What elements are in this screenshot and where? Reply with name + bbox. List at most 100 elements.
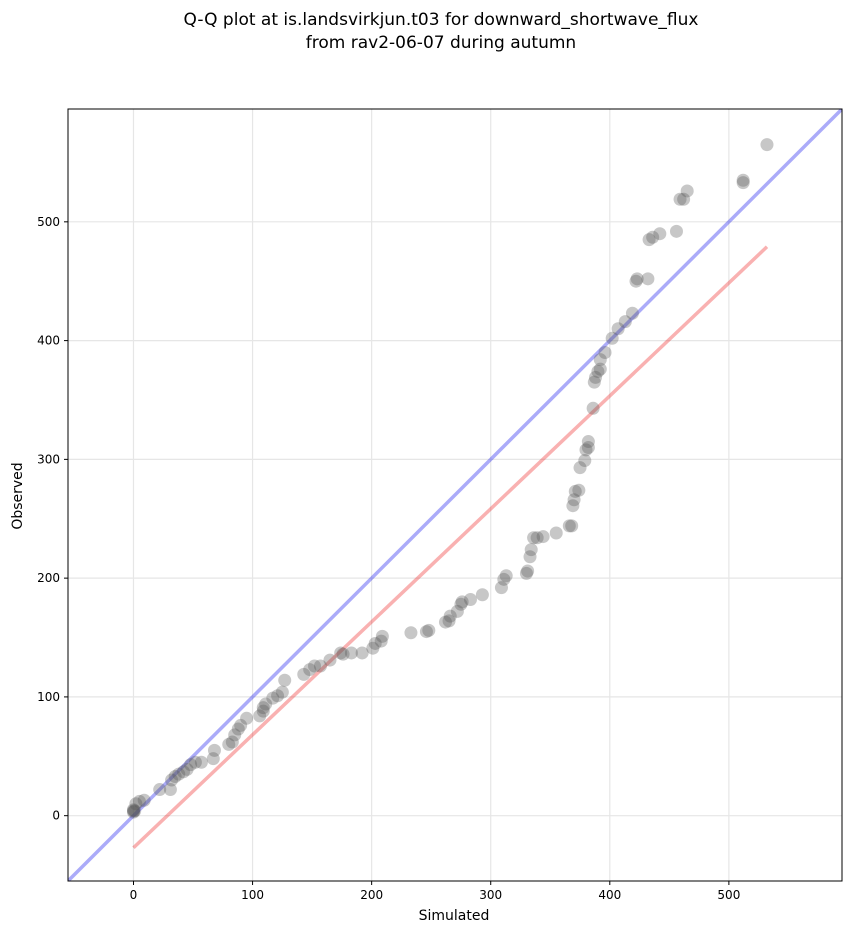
data-point	[591, 364, 605, 378]
data-point	[442, 614, 456, 628]
data-point	[222, 737, 236, 751]
data-point	[536, 530, 550, 544]
data-point	[275, 685, 289, 699]
data-point	[128, 804, 142, 818]
data-point	[736, 176, 750, 190]
data-point	[228, 728, 242, 742]
plot-area-frame	[67, 108, 843, 882]
data-point	[527, 531, 541, 545]
data-point	[524, 543, 538, 557]
chart-title-line-2: from rav2-06-07 during autumn	[306, 33, 576, 53]
data-point	[593, 353, 607, 367]
data-point	[630, 272, 644, 286]
identity-reference-line	[68, 109, 842, 881]
data-point	[419, 625, 433, 639]
data-point	[549, 526, 563, 540]
data-point	[180, 762, 194, 776]
y-tick-label: 200	[37, 571, 60, 585]
x-tick-label: 0	[130, 888, 138, 902]
data-point	[188, 755, 202, 769]
data-point	[523, 550, 537, 564]
grid-lines	[68, 109, 842, 881]
data-point	[463, 593, 477, 607]
data-point	[259, 697, 273, 711]
y-tick-label: 500	[37, 215, 60, 229]
data-point	[334, 646, 348, 660]
data-point	[129, 797, 143, 811]
data-point	[344, 646, 358, 660]
data-point	[598, 345, 612, 359]
data-point	[168, 769, 182, 783]
data-point	[677, 192, 691, 206]
data-point	[313, 659, 327, 673]
data-point	[153, 783, 167, 797]
x-axis-label: Simulated	[419, 908, 490, 924]
data-point	[646, 230, 660, 244]
data-point	[568, 484, 582, 498]
data-point	[736, 173, 750, 187]
y-axis-ticks: 0 100 200 300 400 500	[37, 215, 68, 823]
data-point	[562, 519, 576, 533]
data-point	[573, 461, 587, 475]
data-point	[494, 581, 508, 595]
data-point	[366, 641, 380, 655]
data-point	[303, 663, 317, 677]
y-tick-label: 400	[37, 334, 60, 348]
data-point	[530, 531, 544, 545]
data-point	[497, 572, 511, 586]
data-point	[355, 646, 369, 660]
data-point	[206, 752, 220, 766]
data-points	[126, 138, 774, 819]
x-tick-label: 500	[717, 888, 740, 902]
data-point	[581, 440, 595, 454]
data-point	[256, 701, 270, 715]
x-axis-ticks: 0 100 200 300 400 500	[130, 881, 740, 902]
x-tick-label: 100	[241, 888, 264, 902]
y-tick-label: 100	[37, 690, 60, 704]
data-point	[137, 793, 151, 807]
data-point	[611, 322, 625, 336]
y-tick-label: 0	[52, 809, 60, 823]
data-point	[680, 184, 694, 198]
data-point	[579, 443, 593, 457]
data-point	[422, 623, 436, 637]
data-point	[278, 673, 292, 687]
data-point	[307, 659, 321, 673]
data-point	[336, 647, 350, 661]
data-point	[256, 704, 270, 718]
data-point	[184, 758, 198, 772]
data-point	[266, 691, 280, 705]
x-tick-label: 300	[479, 888, 502, 902]
data-point	[126, 803, 140, 817]
data-point	[374, 634, 388, 648]
data-point	[581, 435, 595, 449]
data-point	[760, 138, 774, 152]
regression-lines	[68, 109, 842, 881]
data-point	[625, 306, 639, 320]
data-point	[586, 401, 600, 415]
fit-line	[132, 245, 769, 850]
y-tick-label: 300	[37, 452, 60, 466]
data-point	[454, 597, 468, 611]
data-point	[521, 564, 535, 578]
data-point	[207, 743, 221, 757]
data-point	[499, 569, 513, 583]
data-point	[323, 653, 337, 667]
data-point	[578, 454, 592, 468]
data-point	[126, 805, 140, 819]
data-point	[587, 375, 601, 389]
data-point	[443, 609, 457, 623]
data-point	[455, 595, 469, 609]
data-point	[641, 272, 655, 286]
data-point	[225, 735, 239, 749]
data-point	[375, 629, 389, 643]
data-point	[132, 794, 146, 808]
x-tick-label: 400	[598, 888, 621, 902]
data-point	[172, 767, 186, 781]
data-point	[567, 493, 581, 507]
data-point	[618, 315, 632, 329]
data-point	[404, 626, 418, 640]
data-point	[565, 519, 579, 533]
data-point	[653, 227, 667, 241]
data-point	[475, 588, 489, 602]
